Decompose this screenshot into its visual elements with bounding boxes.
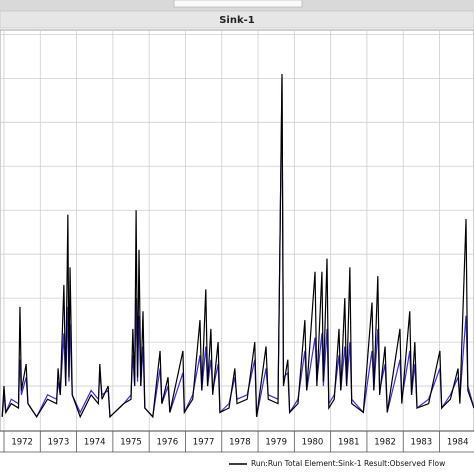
x-tick-label: 1975 — [120, 438, 142, 448]
x-tick-label: 1982 — [374, 438, 396, 448]
x-tick-label: 1981 — [338, 438, 360, 448]
x-tick-label: 1984 — [447, 438, 469, 448]
x-tick-label: 1972 — [11, 438, 33, 448]
x-tick-label: 1974 — [84, 438, 106, 448]
series-line — [1, 73, 474, 419]
x-tick-label: 1973 — [48, 438, 70, 448]
x-tick-label: 1978 — [229, 438, 251, 448]
x-tick-label: 1976 — [156, 438, 178, 448]
chart-title: Sink-1 — [219, 15, 255, 26]
x-tick-label: 1977 — [193, 438, 215, 448]
legend-label: Run:Run Total Element:Sink-1 Result:Obse… — [251, 459, 445, 468]
title-bar — [0, 10, 474, 29]
x-tick-label: 1979 — [265, 438, 287, 448]
x-tick-label: 1983 — [411, 438, 433, 448]
x-tick-label: 1980 — [302, 438, 324, 448]
tab — [173, 0, 303, 8]
